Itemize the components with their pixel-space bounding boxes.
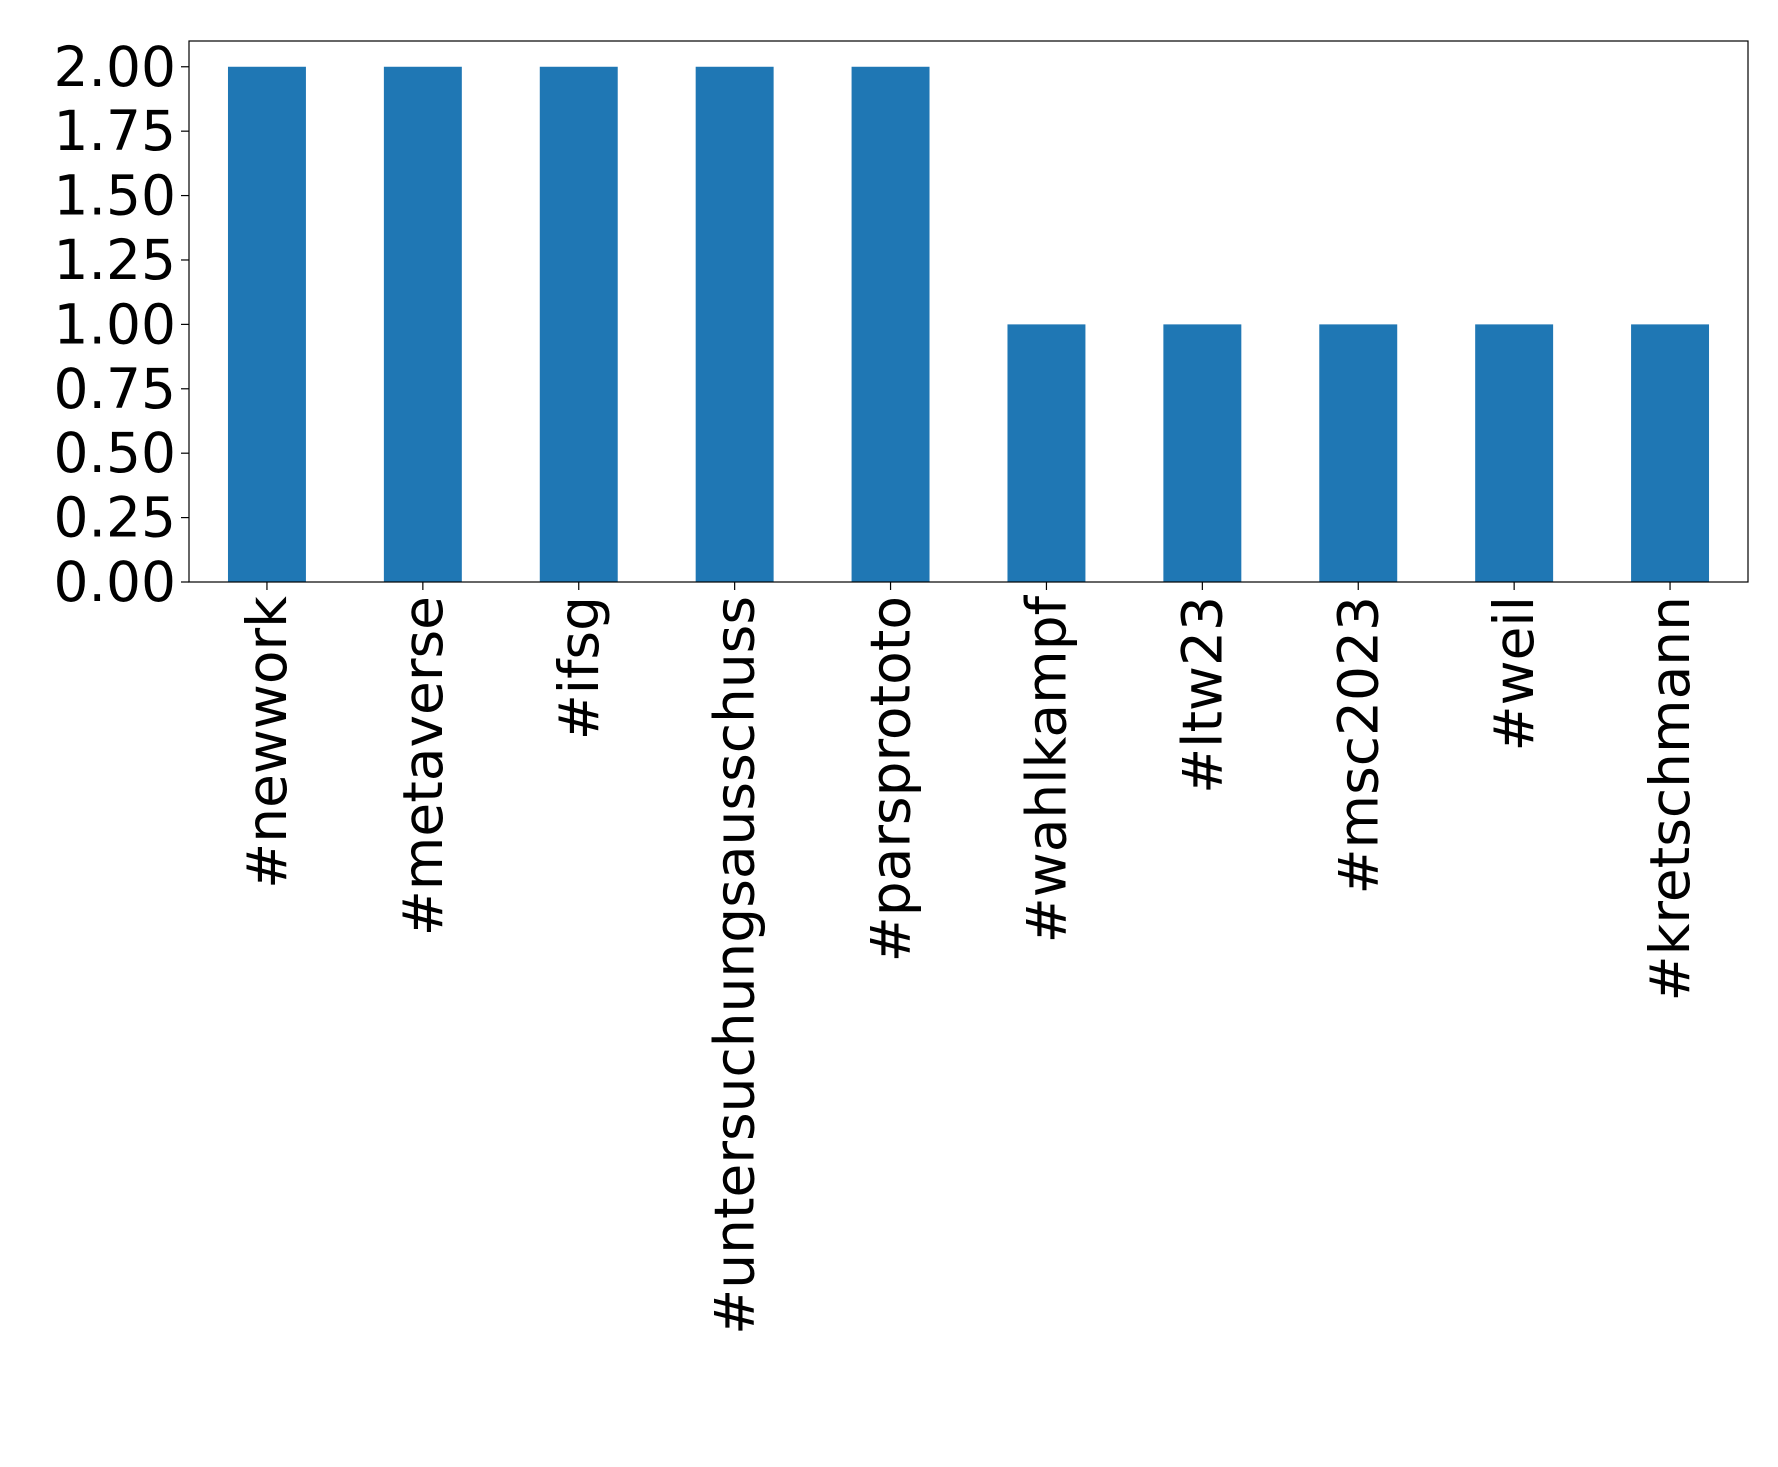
y-tick-label: 0.50 <box>54 421 176 485</box>
y-tick-label: 0.00 <box>54 550 176 614</box>
y-tick-label: 1.25 <box>54 228 176 292</box>
y-tick-label: 1.50 <box>54 164 176 228</box>
y-tick-label: 0.25 <box>54 486 176 550</box>
bar <box>383 66 462 582</box>
bar <box>1163 324 1242 582</box>
bar <box>851 66 930 582</box>
x-tick-label: #wahlkampf <box>1014 594 1078 943</box>
y-tick-label: 2.00 <box>54 35 176 99</box>
x-tick-label: #untersuchungsausschuss <box>703 596 767 1335</box>
x-tick-label: #msc2023 <box>1326 596 1390 895</box>
x-tick-label: #newwork <box>235 596 299 889</box>
bar <box>695 66 774 582</box>
x-tick-label: #ifsg <box>547 596 611 740</box>
bar <box>539 66 618 582</box>
x-tick-label: #ltw23 <box>1170 596 1234 794</box>
bar <box>1007 324 1086 582</box>
plot-frame <box>188 40 1749 583</box>
bar <box>227 66 306 582</box>
x-tick-label: #weil <box>1482 596 1546 751</box>
y-tick-label: 1.75 <box>54 99 176 163</box>
x-tick-label: #metaverse <box>391 596 455 936</box>
bar <box>1475 324 1554 582</box>
x-tick-label: #kretschmann <box>1638 596 1702 1002</box>
y-tick-label: 1.00 <box>54 292 176 356</box>
bar <box>1319 324 1398 582</box>
y-tick-label: 0.75 <box>54 357 176 421</box>
x-tick-label: #parsprototo <box>859 596 923 962</box>
bar <box>1631 324 1710 582</box>
